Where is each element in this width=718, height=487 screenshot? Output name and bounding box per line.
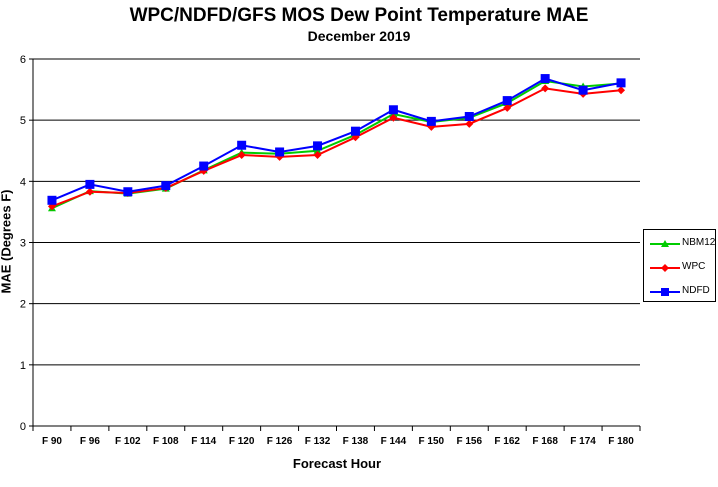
- x-tick-label: F 120: [229, 436, 255, 447]
- data-point-wpc: [85, 187, 94, 196]
- data-point-wpc: [503, 103, 512, 112]
- x-tick-label: F 162: [494, 436, 520, 447]
- data-point-ndfd: [350, 126, 360, 136]
- x-tick-label: F 114: [191, 436, 216, 447]
- x-tick-label: F 144: [381, 436, 407, 447]
- data-point-ndfd: [237, 140, 247, 150]
- data-point-wpc: [465, 119, 474, 128]
- y-tick-label: 2: [20, 299, 26, 311]
- data-point-ndfd: [578, 85, 588, 95]
- legend-swatch: [650, 240, 680, 247]
- data-point-ndfd: [123, 187, 133, 197]
- x-tick-label: F 150: [419, 436, 445, 447]
- x-tick-label: F 168: [532, 436, 558, 447]
- data-point-ndfd: [199, 161, 209, 171]
- data-point-ndfd: [85, 179, 95, 189]
- legend-item-nbm12: NBM12: [644, 234, 717, 254]
- legend-swatch: [650, 288, 680, 296]
- series-line-ndfd: [51, 77, 622, 202]
- data-point-wpc: [541, 84, 550, 93]
- x-tick-label: F 180: [608, 436, 634, 447]
- data-point-ndfd: [388, 105, 398, 115]
- y-tick-label: 0: [20, 421, 26, 433]
- legend-swatch: [650, 264, 680, 272]
- y-tick-label: 3: [20, 238, 26, 250]
- data-point-ndfd: [47, 195, 57, 205]
- legend-label: NDFD: [682, 285, 710, 296]
- x-tick-label: F 132: [305, 436, 331, 447]
- data-point-ndfd: [464, 111, 474, 121]
- legend: NBM12 WPC NDFD: [643, 229, 716, 302]
- data-point-ndfd: [275, 147, 285, 157]
- y-tick-label: 4: [20, 176, 26, 188]
- data-point-wpc: [313, 151, 322, 160]
- series-line-wpc: [51, 87, 622, 208]
- y-tick-label: 6: [20, 54, 26, 66]
- data-point-ndfd: [313, 141, 323, 151]
- y-axis-label: MAE (Degrees F): [0, 189, 14, 294]
- chart-title: WPC/NDFD/GFS MOS Dew Point Temperature M…: [129, 5, 589, 26]
- x-tick-label: F 138: [343, 436, 369, 447]
- x-tick-label: F 102: [115, 436, 141, 447]
- y-tick-label: 5: [20, 115, 26, 127]
- legend-label: NBM12: [682, 237, 716, 248]
- legend-item-ndfd: NDFD: [644, 282, 717, 302]
- data-point-ndfd: [540, 74, 550, 84]
- x-tick-label: F 174: [570, 436, 596, 447]
- y-tick-label: 1: [20, 360, 26, 372]
- data-point-wpc: [389, 113, 398, 122]
- data-point-wpc: [617, 86, 626, 95]
- x-tick-label: F 90: [42, 436, 62, 447]
- data-point-ndfd: [502, 96, 512, 106]
- x-tick-label: F 156: [456, 436, 482, 447]
- x-tick-label: F 96: [80, 436, 100, 447]
- data-point-ndfd: [616, 78, 626, 88]
- data-point-ndfd: [161, 181, 171, 191]
- data-point-wpc: [237, 151, 246, 160]
- x-axis-label: Forecast Hour: [292, 456, 382, 471]
- legend-label: WPC: [682, 261, 706, 272]
- legend-item-wpc: WPC: [644, 258, 717, 278]
- series-line-nbm12: [51, 79, 622, 210]
- chart-subtitle: December 2019: [307, 28, 411, 44]
- x-tick-label: F 108: [153, 436, 179, 447]
- data-point-ndfd: [426, 116, 436, 126]
- x-tick-label: F 126: [267, 436, 293, 447]
